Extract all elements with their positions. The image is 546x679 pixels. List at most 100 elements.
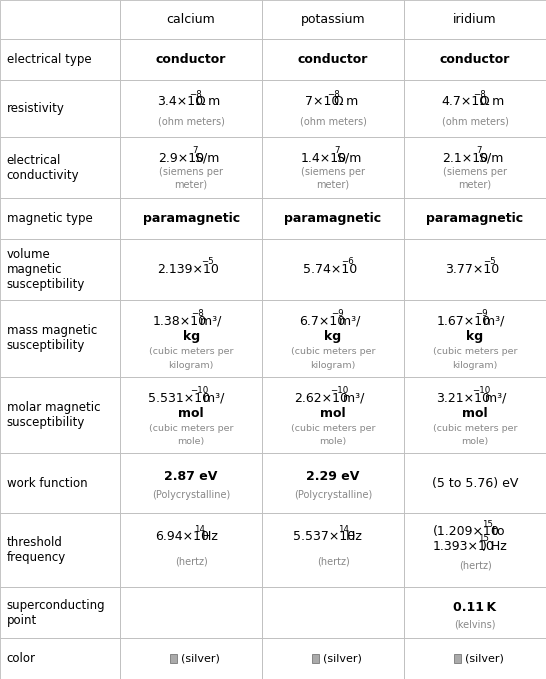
Text: (kelvins): (kelvins) bbox=[454, 619, 496, 629]
Text: 1.393×10: 1.393×10 bbox=[433, 540, 495, 553]
Text: (Polycrystalline): (Polycrystalline) bbox=[152, 490, 230, 500]
Text: kg: kg bbox=[182, 330, 200, 344]
Bar bbox=[170, 655, 177, 663]
Bar bbox=[454, 655, 461, 663]
Text: S/m: S/m bbox=[191, 152, 219, 165]
Text: superconducting
point: superconducting point bbox=[7, 599, 105, 627]
Text: Ω m: Ω m bbox=[330, 95, 358, 108]
Bar bbox=[262, 513, 404, 587]
Bar bbox=[0, 239, 120, 300]
Bar bbox=[404, 638, 546, 679]
Text: conductor: conductor bbox=[298, 53, 368, 66]
Bar bbox=[404, 80, 546, 137]
Bar bbox=[262, 454, 404, 513]
Text: (ohm meters): (ohm meters) bbox=[158, 116, 224, 126]
Text: color: color bbox=[7, 652, 35, 665]
Text: 15: 15 bbox=[482, 519, 493, 528]
Bar bbox=[0, 137, 120, 198]
Text: −8: −8 bbox=[473, 90, 485, 98]
Text: mole): mole) bbox=[461, 437, 489, 446]
Text: 2.9×10: 2.9×10 bbox=[158, 152, 205, 165]
Text: 0.11 K: 0.11 K bbox=[454, 601, 496, 614]
Text: (Polycrystalline): (Polycrystalline) bbox=[294, 490, 372, 500]
Text: (cubic meters per: (cubic meters per bbox=[433, 424, 517, 433]
Bar bbox=[404, 454, 546, 513]
Bar bbox=[120, 638, 262, 679]
Text: paramagnetic: paramagnetic bbox=[284, 212, 382, 225]
Text: m³/: m³/ bbox=[339, 392, 364, 405]
Text: work function: work function bbox=[7, 477, 87, 490]
Bar bbox=[404, 377, 546, 454]
Text: −5: −5 bbox=[201, 257, 214, 266]
Text: m³/: m³/ bbox=[479, 315, 505, 328]
Bar bbox=[0, 300, 120, 377]
Text: 6.7×10: 6.7×10 bbox=[299, 315, 345, 328]
Bar bbox=[0, 587, 120, 638]
Text: 7: 7 bbox=[334, 147, 340, 155]
Text: 5.74×10: 5.74×10 bbox=[303, 263, 358, 276]
Text: (silver): (silver) bbox=[465, 654, 503, 663]
Bar bbox=[404, 300, 546, 377]
Text: 3.4×10: 3.4×10 bbox=[157, 95, 203, 108]
Text: potassium: potassium bbox=[301, 13, 365, 26]
Text: mol: mol bbox=[179, 407, 204, 420]
Text: paramagnetic: paramagnetic bbox=[143, 212, 240, 225]
Text: −10: −10 bbox=[190, 386, 209, 395]
Bar bbox=[262, 638, 404, 679]
Text: 1.4×10: 1.4×10 bbox=[300, 152, 347, 165]
Text: −8: −8 bbox=[327, 90, 340, 98]
Text: kg: kg bbox=[466, 330, 484, 344]
Text: (silver): (silver) bbox=[323, 654, 361, 663]
Text: m³/: m³/ bbox=[335, 315, 361, 328]
Bar bbox=[262, 0, 404, 39]
Text: meter): meter) bbox=[175, 179, 207, 189]
Text: magnetic type: magnetic type bbox=[7, 212, 92, 225]
Text: Hz: Hz bbox=[342, 530, 362, 543]
Text: 2.87 eV: 2.87 eV bbox=[164, 470, 218, 483]
Text: Ω m: Ω m bbox=[476, 95, 505, 108]
Text: mole): mole) bbox=[319, 437, 347, 446]
Text: conductor: conductor bbox=[156, 53, 226, 66]
Bar bbox=[262, 80, 404, 137]
Text: (hertz): (hertz) bbox=[317, 556, 349, 566]
Bar bbox=[120, 0, 262, 39]
Bar bbox=[120, 137, 262, 198]
Text: electrical type: electrical type bbox=[7, 53, 91, 66]
Text: −10: −10 bbox=[472, 386, 490, 395]
Bar bbox=[0, 638, 120, 679]
Text: kg: kg bbox=[324, 330, 342, 344]
Text: 4.7×10: 4.7×10 bbox=[441, 95, 487, 108]
Text: 5.531×10: 5.531×10 bbox=[147, 392, 210, 405]
Text: conductor: conductor bbox=[440, 53, 510, 66]
Text: mol: mol bbox=[321, 407, 346, 420]
Text: threshold
frequency: threshold frequency bbox=[7, 536, 66, 564]
Text: paramagnetic: paramagnetic bbox=[426, 212, 524, 225]
Bar bbox=[312, 655, 319, 663]
Text: (siemens per: (siemens per bbox=[443, 168, 507, 177]
Text: (silver): (silver) bbox=[181, 654, 219, 663]
Text: S/m: S/m bbox=[333, 152, 361, 165]
Text: (ohm meters): (ohm meters) bbox=[442, 116, 508, 126]
Text: iridium: iridium bbox=[453, 13, 497, 26]
Bar bbox=[404, 39, 546, 80]
Text: 6.94×10: 6.94×10 bbox=[155, 530, 209, 543]
Text: m³/: m³/ bbox=[195, 315, 221, 328]
Text: S/m: S/m bbox=[474, 152, 503, 165]
Bar bbox=[404, 137, 546, 198]
Bar bbox=[0, 0, 120, 39]
Text: 14: 14 bbox=[338, 525, 349, 534]
Text: kilogram): kilogram) bbox=[168, 361, 214, 369]
Text: −10: −10 bbox=[330, 386, 348, 395]
Bar bbox=[0, 198, 120, 239]
Text: −9: −9 bbox=[475, 310, 488, 318]
Bar bbox=[120, 239, 262, 300]
Text: Ω m: Ω m bbox=[192, 95, 221, 108]
Bar bbox=[404, 587, 546, 638]
Text: (5 to 5.76) eV: (5 to 5.76) eV bbox=[432, 477, 518, 490]
Bar bbox=[404, 198, 546, 239]
Text: mole): mole) bbox=[177, 437, 205, 446]
Text: (cubic meters per: (cubic meters per bbox=[149, 347, 233, 356]
Bar bbox=[404, 513, 546, 587]
Text: −5: −5 bbox=[483, 257, 496, 266]
Bar bbox=[262, 377, 404, 454]
